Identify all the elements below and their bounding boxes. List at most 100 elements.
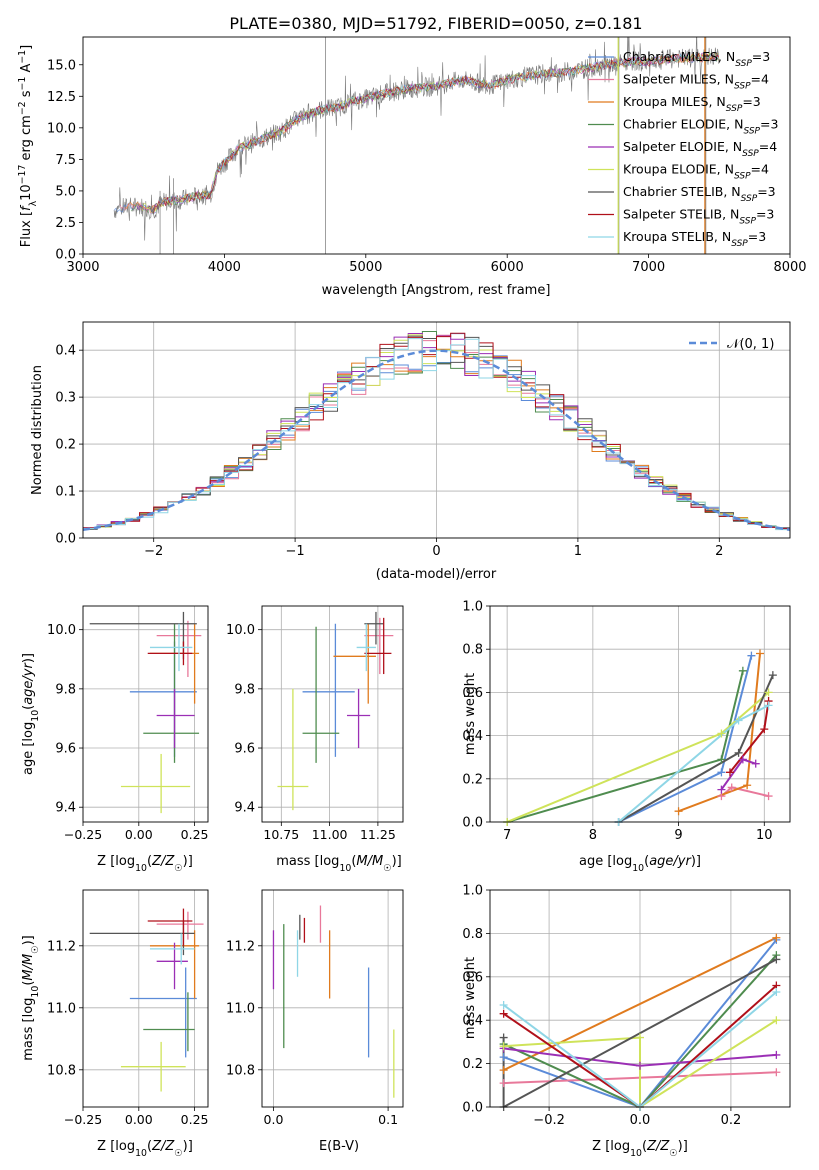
y-tick-label: 0.6: [462, 970, 483, 985]
weight-marker: [499, 1079, 508, 1088]
label-part: A: [19, 64, 34, 77]
label-part: )]: [678, 1139, 688, 1154]
label-part: 10: [630, 1148, 642, 1159]
spectrum-model-line: [159, 52, 720, 205]
label-part: Flux [: [19, 211, 34, 247]
legend-tail: =4: [751, 162, 769, 177]
y-tick-label: 0.0: [462, 816, 483, 831]
label-part: −2: [17, 101, 28, 115]
label-part: (: [147, 854, 152, 869]
label-part: Z [log: [592, 1139, 630, 1154]
y-tick-label: 10.0: [226, 623, 255, 638]
plot-area: [490, 606, 790, 822]
legend-label: Salpeter STELIB, N: [623, 207, 739, 222]
Z-weight-panel: −0.2 0.0 0.2 0.0 0.2 0.4 0.6 0.8 1.0 Z [log10(Z/Z…: [462, 884, 791, 1159]
x-tick-label: 0.25: [181, 1112, 209, 1127]
legend-label: Kroupa ELODIE, N: [623, 162, 734, 177]
y-axis-label: mass [log10(M/M☉)]: [21, 935, 41, 1061]
legend-entry: Kroupa STELIB, NSSP=3: [623, 229, 766, 249]
label-part: Z [log: [97, 1139, 135, 1154]
weight-marker: [636, 1061, 644, 1070]
label-part: (: [351, 854, 356, 869]
x-tick-label: 0.00: [125, 827, 153, 842]
label-part: )]: [691, 854, 701, 869]
weight-marker: [499, 1001, 508, 1010]
label-part: ]: [19, 45, 34, 50]
label-part: )]: [183, 1139, 193, 1154]
weight-marker: [764, 701, 773, 710]
label-part: )]: [21, 935, 36, 945]
weight-marker: [747, 651, 756, 660]
axes-frame: [489, 605, 791, 823]
axes-frame: [82, 889, 209, 1108]
x-tick-label: 8: [589, 828, 597, 843]
y-tick-label: 9.4: [55, 801, 76, 816]
x-tick-label: 1: [574, 544, 582, 559]
legend-sub: SSP: [731, 239, 748, 249]
x-tick-label: −2: [144, 544, 163, 559]
legend-entry: Chabrier STELIB, NSSP=3: [623, 184, 776, 204]
y-tick-label: 1.0: [462, 600, 483, 615]
label-part: erg cm: [19, 115, 34, 164]
x-tick-label: 4000: [208, 260, 241, 275]
y-tick-label: 9.6: [234, 742, 255, 757]
y-tick-label: 0.8: [462, 927, 483, 942]
label-part: −1: [17, 50, 28, 64]
weight-marker: [734, 748, 743, 757]
weight-marker: [717, 768, 726, 777]
y-tick-label: 0.4: [462, 729, 483, 744]
weight-marker: [772, 1050, 781, 1059]
legend-label: Chabrier MILES, N: [623, 49, 735, 64]
label-part: M/M: [356, 854, 383, 869]
x-tick-label: 0.0: [264, 1112, 284, 1127]
spectrum-panel: 3000 4000 5000 6000 7000 8000 0.0 2.5 5.0 7.5 10.0…: [17, 36, 807, 298]
x-tick-label: 11.00: [312, 827, 348, 842]
plot-area: [83, 606, 208, 822]
label-part: ☉: [383, 863, 391, 874]
x-axis-label: Z [log10(Z/Z☉)]: [97, 854, 193, 874]
legend-tail: =4: [759, 139, 777, 154]
x-tick-label: −0.2: [533, 1113, 565, 1128]
legend-entry: Salpeter STELIB, NSSP=3: [623, 207, 774, 227]
x-tick-label: 0: [432, 544, 440, 559]
label-part: −1: [17, 77, 28, 91]
gaussian-curve: [83, 349, 790, 532]
label-part: age/yr: [649, 854, 692, 869]
plot-area: [490, 890, 790, 1107]
legend-tail: =3: [760, 117, 778, 132]
weight-marker: [717, 755, 726, 764]
x-axis-label: Z [log10(Z/Z☉)]: [592, 1139, 688, 1159]
x-axis-label: age [log10(age/yr)]: [579, 854, 701, 874]
axes-frame: [82, 321, 791, 539]
weight-marker: [499, 1009, 508, 1018]
x-tick-label: 7: [503, 828, 511, 843]
label-part: )]: [183, 854, 193, 869]
weight-marker: [772, 1068, 781, 1077]
weight-series-line: [503, 939, 778, 1107]
legend-sub: SSP: [739, 217, 756, 227]
x-tick-label: −0.25: [64, 827, 102, 842]
x-tick-label: 3000: [66, 260, 99, 275]
weight-series-line: [503, 984, 778, 1107]
label-part: −17: [17, 165, 28, 185]
y-tick-label: 0.2: [462, 1057, 483, 1072]
label-part: λ: [28, 200, 39, 206]
weight-marker: [764, 792, 773, 801]
plot-area: [83, 322, 790, 538]
x-axis-label: mass [log10(M/M☉)]: [276, 854, 402, 874]
y-tick-label: 0.1: [55, 485, 76, 500]
weight-marker: [636, 1033, 644, 1042]
plot-area: [262, 606, 403, 822]
legend-sub: SSP: [741, 194, 758, 204]
y-tick-label: 0.0: [462, 1101, 483, 1116]
plot-area: [262, 890, 403, 1107]
x-tick-label: −1: [286, 544, 305, 559]
weight-series-line: [503, 991, 778, 1107]
y-axis-label: age [log10(age/yr)]: [21, 653, 41, 775]
axes-frame: [261, 889, 404, 1108]
y-axis-label: mass weight: [463, 673, 478, 755]
residuals-panel: −2 −1 0 1 2 0.0 0.1 0.2 0.3 0.4 𝒩(0, 1) (data-model…: [30, 321, 791, 582]
legend-sub: SSP: [726, 104, 743, 114]
